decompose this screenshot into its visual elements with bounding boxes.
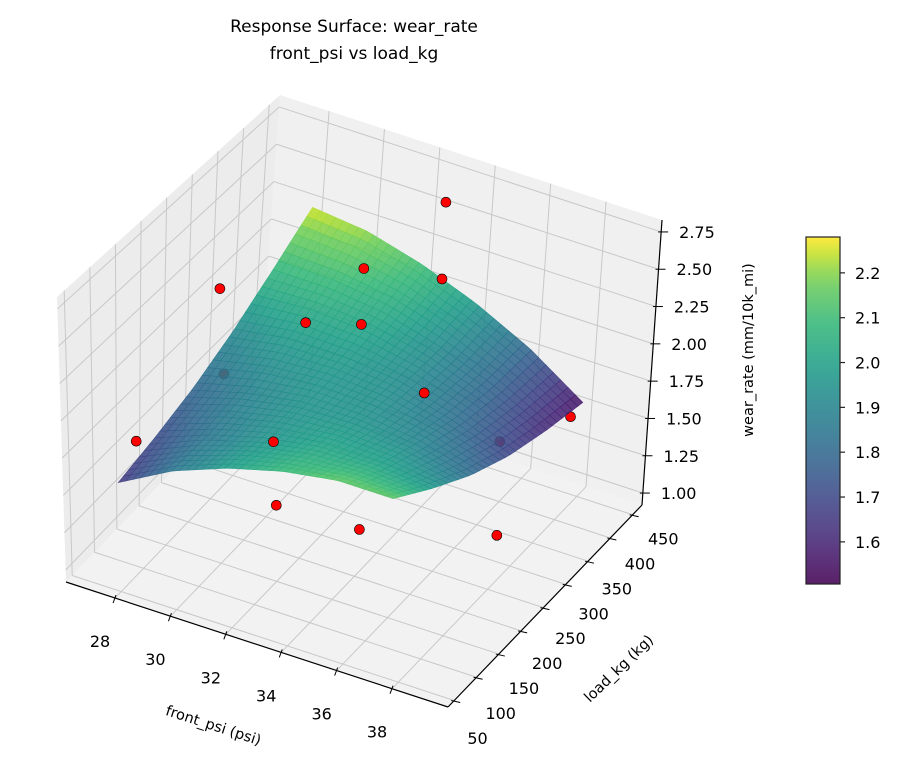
y-tick-label: 150 <box>509 679 540 698</box>
y-tick-label: 100 <box>485 704 516 723</box>
z-tick-label: 1.50 <box>666 409 702 428</box>
y-tick-label: 250 <box>555 629 586 648</box>
data-point <box>418 387 430 399</box>
colorbar-tick-label: 2.2 <box>855 264 880 283</box>
z-tick-label: 1.75 <box>669 372 705 391</box>
grid-line <box>391 486 587 690</box>
y-tick-label: 450 <box>648 529 679 548</box>
y-axis-label: load_kg (kg) <box>582 632 657 706</box>
x-tick-label: 30 <box>145 650 165 669</box>
colorbar-tick-label: 2.0 <box>855 354 880 373</box>
y-tick-mark <box>562 583 572 587</box>
x-tick-mark <box>389 685 394 694</box>
x-tick-label: 32 <box>201 668 221 687</box>
x-tick-mark <box>112 594 117 604</box>
y-tick-mark <box>540 607 550 611</box>
z-axis-line <box>641 219 663 506</box>
z-axis-label: wear_rate (mm/10k_mi) <box>741 263 757 437</box>
chart-subtitle: front_psi vs load_kg <box>270 44 439 64</box>
colorbar-tick-label: 1.7 <box>855 488 880 507</box>
grid-line <box>72 575 455 701</box>
x-tick-label: 34 <box>256 686 276 705</box>
data-point <box>130 435 142 447</box>
grid-line <box>63 290 73 576</box>
grid-line <box>89 267 96 553</box>
y-tick-label: 300 <box>578 604 609 623</box>
z-tick-label: 2.25 <box>674 298 710 317</box>
colorbar-tick-label: 1.8 <box>855 443 880 462</box>
scatter-points-front <box>130 196 452 448</box>
colorbar-gradient <box>805 236 841 585</box>
grid-line <box>161 482 544 609</box>
x-tick-label: 36 <box>311 705 331 724</box>
x-tick-mark <box>278 649 283 658</box>
grid-line <box>116 528 499 655</box>
data-point <box>268 436 279 448</box>
x-tick-label: 38 <box>367 723 387 742</box>
y-tick-mark <box>451 700 461 703</box>
grid-line <box>58 143 277 347</box>
grid-line <box>336 468 532 671</box>
grid-line <box>279 106 662 233</box>
y-tick-label: 350 <box>602 579 633 598</box>
z-tick-label: 1.25 <box>663 447 699 466</box>
data-point <box>440 196 452 208</box>
chart-title: Response Surface: wear_rate <box>230 17 478 37</box>
data-point <box>358 263 370 274</box>
z-tick-label: 2.00 <box>671 335 707 354</box>
grid-line <box>61 255 270 459</box>
x-tick-mark <box>167 612 172 622</box>
data-point <box>214 283 226 294</box>
grid-line <box>183 458 566 585</box>
y-tick-mark <box>607 537 617 541</box>
surface-facet <box>384 494 400 499</box>
grid-line <box>62 293 267 496</box>
grid-line <box>60 218 272 422</box>
y-tick-mark <box>584 560 595 564</box>
z-tick-label: 2.50 <box>677 260 713 279</box>
x-tick-label: 28 <box>90 632 110 651</box>
data-point <box>354 524 365 535</box>
colorbar-tick-label: 2.1 <box>855 309 880 328</box>
grid-line <box>138 505 522 632</box>
grid-line <box>585 201 607 487</box>
y-tick-mark <box>629 514 639 518</box>
x-tick-mark <box>334 667 339 676</box>
colorbar: 1.6 1.7 1.8 1.9 2.0 2.1 2.2 <box>805 236 880 585</box>
data-point <box>300 317 311 328</box>
data-point <box>436 273 448 285</box>
surface-mesh <box>117 206 584 499</box>
colorbar-tick-label: 1.9 <box>855 398 880 417</box>
data-point <box>271 499 282 511</box>
colorbar-tick-label: 1.6 <box>855 533 880 552</box>
y-tick-label: 400 <box>625 554 656 573</box>
y-tick-label: 200 <box>532 654 563 673</box>
y-tick-label: 50 <box>467 729 487 748</box>
grid-line <box>59 181 275 384</box>
left-pane <box>57 95 280 582</box>
data-point <box>356 319 367 330</box>
y-tick-mark <box>495 653 505 657</box>
z-tick-label: 1.00 <box>661 484 697 503</box>
grid-line <box>94 551 477 678</box>
y-tick-mark <box>518 630 528 634</box>
x-axis-label: front_psi (psi) <box>164 703 263 749</box>
axis-lines <box>65 219 669 708</box>
x-axis-line <box>65 581 449 708</box>
x-tick-mark <box>223 631 228 640</box>
z-tick-label: 2.75 <box>679 223 715 242</box>
y-tick-mark <box>473 676 483 680</box>
grid-line <box>57 106 280 310</box>
grid-line <box>276 143 659 270</box>
grid-line <box>273 181 657 308</box>
tick-labels: 28 30 32 34 36 38 50 100 150 200 250 300 350 400 450 1.… <box>90 223 715 748</box>
data-point <box>491 530 503 541</box>
grid-line <box>114 244 118 530</box>
